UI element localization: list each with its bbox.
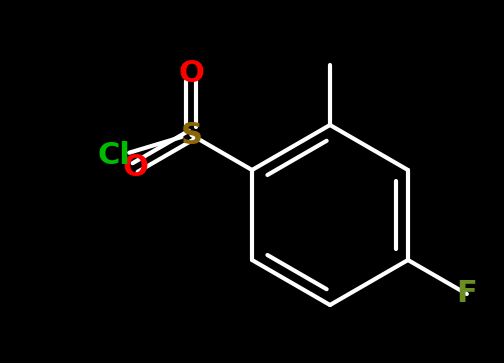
Text: O: O xyxy=(122,153,148,182)
Text: F: F xyxy=(457,280,477,309)
Text: Cl: Cl xyxy=(98,141,131,170)
Text: S: S xyxy=(180,121,203,150)
Text: O: O xyxy=(178,58,205,87)
